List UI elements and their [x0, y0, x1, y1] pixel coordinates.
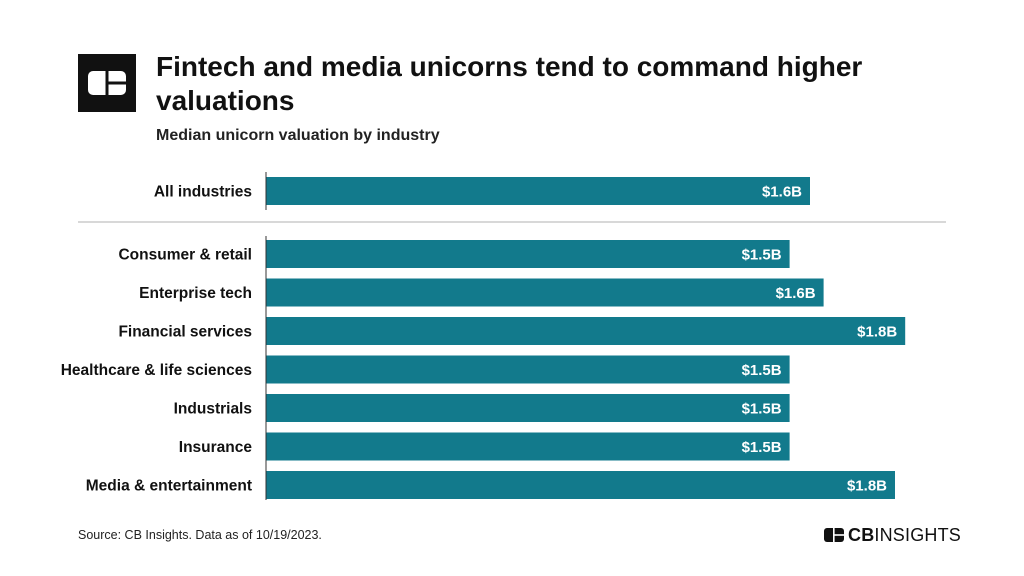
data-label: $1.5B — [742, 439, 782, 456]
bar-consumer-retail — [266, 240, 790, 268]
bar-insurance — [266, 432, 790, 461]
bar-healthcare-life-sciences — [266, 355, 790, 384]
data-label: $1.5B — [742, 247, 782, 264]
data-label: $1.5B — [742, 362, 782, 379]
category-label: Financial services — [118, 324, 252, 341]
category-label: Media & entertainment — [86, 478, 252, 495]
data-label: $1.8B — [857, 324, 897, 341]
data-label: $1.5B — [742, 401, 782, 418]
category-label: Healthcare & life sciences — [61, 362, 252, 379]
data-label: $1.6B — [762, 184, 802, 201]
brand-wordmark: CBINSIGHTS — [848, 525, 962, 545]
bar-industrials — [266, 394, 790, 422]
category-label: Insurance — [179, 439, 253, 456]
bar-enterprise-tech — [266, 278, 824, 307]
cb-logo-icon — [78, 54, 136, 112]
bar-financial-services — [266, 317, 906, 345]
category-label: All industries — [154, 184, 252, 201]
category-label: Industrials — [174, 401, 252, 418]
bar-media-entertainment — [266, 471, 895, 499]
chart-subtitle: Median unicorn valuation by industry — [156, 127, 440, 144]
cbinsights-brand: CBINSIGHTS — [824, 524, 961, 546]
bar-all-industries — [266, 177, 810, 205]
chart-title: Fintech and media unicorns tend to comma… — [156, 51, 863, 116]
category-label: Consumer & retail — [118, 247, 252, 264]
source-note: Source: CB Insights. Data as of 10/19/20… — [78, 528, 322, 542]
data-label: $1.8B — [847, 478, 887, 495]
category-label: Enterprise tech — [139, 285, 252, 302]
data-label: $1.6B — [776, 285, 816, 302]
cb-brand-mark-icon — [824, 528, 844, 542]
